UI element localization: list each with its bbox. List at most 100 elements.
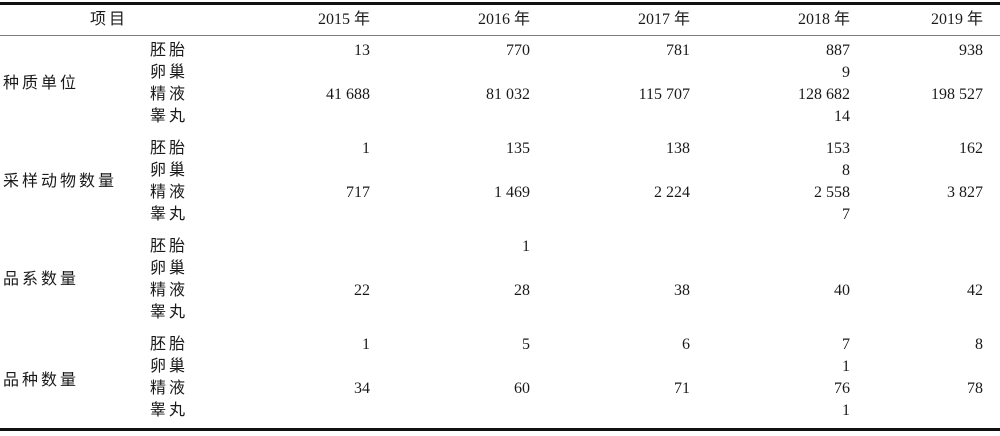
subitem-label: 胚胎 <box>150 336 189 353</box>
value-cell: 162 <box>959 140 984 157</box>
value-cell: 887 <box>826 42 851 59</box>
value-cell: 115 707 <box>638 86 691 103</box>
value-cell: 1 <box>362 140 371 157</box>
value-cell: 41 688 <box>326 86 371 103</box>
value-cell <box>372 62 532 84</box>
subitem-label: 精液 <box>150 184 189 201</box>
value-cell: 34 <box>354 380 371 397</box>
subitem-label: 睾丸 <box>150 402 189 419</box>
table-row: 品种数量 胚胎 1 5 6 7 8 <box>0 324 1000 389</box>
value-cell <box>532 258 692 280</box>
value-cell: 2 224 <box>654 184 691 201</box>
value-cell <box>852 62 1000 84</box>
value-cell: 6 <box>682 336 691 353</box>
value-cell: 71 <box>674 380 691 397</box>
value-cell <box>206 204 372 226</box>
value-cell <box>372 106 532 128</box>
value-cell <box>692 258 852 280</box>
table-row: 精液 717 1 469 2 224 2 558 3 827 <box>0 182 1000 204</box>
table-row: 睾丸 7 <box>0 204 1000 226</box>
value-cell: 770 <box>506 42 531 59</box>
value-cell: 2 558 <box>814 184 851 201</box>
value-cell: 38 <box>674 282 691 299</box>
value-cell <box>852 400 1000 430</box>
value-cell: 76 <box>834 380 851 397</box>
value-cell: 135 <box>506 140 531 157</box>
value-cell: 9 <box>842 64 851 81</box>
value-cell: 5 <box>522 336 531 353</box>
group-label: 种质单位 <box>3 75 80 92</box>
value-cell <box>532 106 692 128</box>
table-row: 采样动物数量 胚胎 1 135 138 153 162 <box>0 128 1000 190</box>
table-row: 睾丸 1 <box>0 400 1000 430</box>
value-cell <box>692 226 852 258</box>
subitem-label: 精液 <box>150 380 189 397</box>
value-cell: 128 682 <box>798 86 851 103</box>
value-cell <box>852 106 1000 128</box>
value-cell <box>206 258 372 280</box>
value-cell: 8 <box>842 162 851 179</box>
value-cell <box>532 356 692 378</box>
subitem-label: 睾丸 <box>150 108 189 125</box>
value-cell <box>372 160 532 182</box>
value-cell: 60 <box>514 380 531 397</box>
value-cell: 14 <box>834 108 851 125</box>
value-cell <box>532 62 692 84</box>
value-cell <box>852 160 1000 182</box>
value-cell <box>532 302 692 324</box>
table-row: 卵巢 1 <box>0 356 1000 378</box>
header-year-2015-cell: 2015 年 <box>206 3 373 36</box>
value-cell <box>372 302 532 324</box>
group-label: 采样动物数量 <box>3 173 118 190</box>
value-cell <box>372 356 532 378</box>
row-group-3: 品系数量 胚胎 1 卵巢 精液 22 28 38 40 42 睾丸 <box>0 226 1000 324</box>
value-cell <box>532 400 692 430</box>
value-cell: 7 <box>842 336 851 353</box>
header-year-2018-cell: 2018 年 <box>692 3 853 36</box>
value-cell: 28 <box>514 282 531 299</box>
table-row: 精液 41 688 81 032 115 707 128 682 198 527 <box>0 84 1000 106</box>
value-cell <box>852 226 1000 258</box>
value-cell <box>206 356 372 378</box>
subitem-label: 胚胎 <box>150 42 189 59</box>
header-row: 项目 2015 年 2016 年 2017 年 2018 年 2019 年 <box>0 3 1000 36</box>
value-cell: 22 <box>354 282 371 299</box>
value-cell <box>206 400 372 430</box>
table-row: 睾丸 14 <box>0 106 1000 128</box>
group-label: 品系数量 <box>3 271 80 288</box>
subitem-label: 卵巢 <box>150 358 189 375</box>
subitem-label: 精液 <box>150 282 189 299</box>
table-row: 卵巢 9 <box>0 62 1000 84</box>
value-cell <box>852 204 1000 226</box>
value-cell: 42 <box>967 282 984 299</box>
subitem-label: 卵巢 <box>150 260 189 277</box>
value-cell: 717 <box>346 184 371 201</box>
value-cell: 153 <box>826 140 851 157</box>
table-row: 卵巢 8 <box>0 160 1000 182</box>
table-row: 精液 22 28 38 40 42 <box>0 280 1000 302</box>
table-row: 种质单位 胚胎 13 770 781 887 938 <box>0 36 1000 92</box>
value-cell: 1 469 <box>494 184 531 201</box>
subitem-label: 睾丸 <box>150 304 189 321</box>
subitem-label: 睾丸 <box>150 206 189 223</box>
subitem-label: 胚胎 <box>150 140 189 157</box>
value-cell: 8 <box>975 336 984 353</box>
value-cell: 78 <box>967 380 984 397</box>
value-cell <box>852 356 1000 378</box>
group-label: 品种数量 <box>3 372 80 389</box>
subitem-label: 胚胎 <box>150 238 189 255</box>
value-cell <box>852 258 1000 280</box>
row-group-1: 种质单位 胚胎 13 770 781 887 938 卵巢 9 精液 41 688 81 032 115… <box>0 36 1000 129</box>
value-cell: 938 <box>959 42 984 59</box>
value-cell: 81 032 <box>486 86 531 103</box>
value-cell <box>532 204 692 226</box>
table-row: 品系数量 胚胎 1 <box>0 226 1000 288</box>
table-header: 项目 2015 年 2016 年 2017 年 2018 年 2019 年 <box>0 3 1000 36</box>
value-cell: 40 <box>834 282 851 299</box>
value-cell <box>206 226 372 258</box>
value-cell <box>206 62 372 84</box>
header-year-2017-cell: 2017 年 <box>532 3 693 36</box>
header-year-2016-cell: 2016 年 <box>372 3 533 36</box>
